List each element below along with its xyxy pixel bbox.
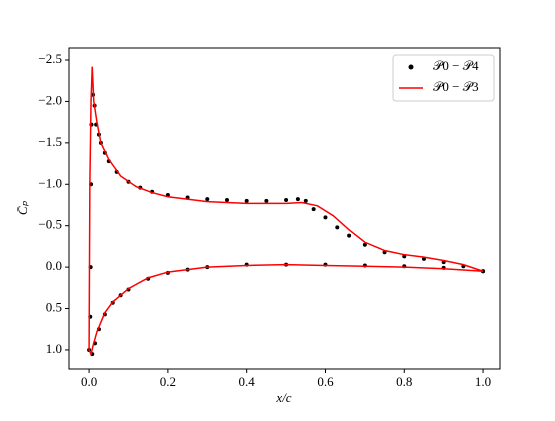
y-tick-label: −0.5 [38,217,62,232]
x-tick-label: 0.8 [396,374,412,389]
x-tick-label: 0.6 [317,374,334,389]
x-tick-label: 0.4 [239,374,256,389]
data-point [347,233,352,238]
y-tick-label: −1.5 [38,134,62,149]
data-point [264,198,269,203]
data-point [362,242,367,247]
y-tick-label: 0.5 [46,300,62,315]
y-tick-label: 0.0 [46,258,62,273]
data-point [284,198,289,203]
y-tick-label: −2.5 [38,51,62,66]
data-point [335,225,340,230]
data-point [224,198,229,203]
x-axis-label: x/c [275,390,291,405]
legend-label: 𝒫0 − 𝒫4 [433,58,479,73]
y-tick-label: 1.0 [46,341,62,356]
data-point [311,207,316,212]
data-point [295,197,300,202]
legend-box [392,54,495,102]
data-line [88,66,484,357]
x-tick-label: 1.0 [475,374,491,389]
legend-marker [408,64,414,70]
x-tick-label: 0.2 [160,374,176,389]
y-axis-label: C̄ₚ [15,200,30,215]
data-point [244,198,249,203]
data-point [303,198,308,203]
y-tick-label: −1.0 [38,175,62,190]
data-point [205,197,210,202]
plot-frame [68,47,501,370]
y-tick-label: −2.0 [38,92,62,107]
x-tick-label: 0.0 [81,374,97,389]
data-point [323,215,328,220]
legend-label: 𝒫0 − 𝒫3 [433,79,479,94]
